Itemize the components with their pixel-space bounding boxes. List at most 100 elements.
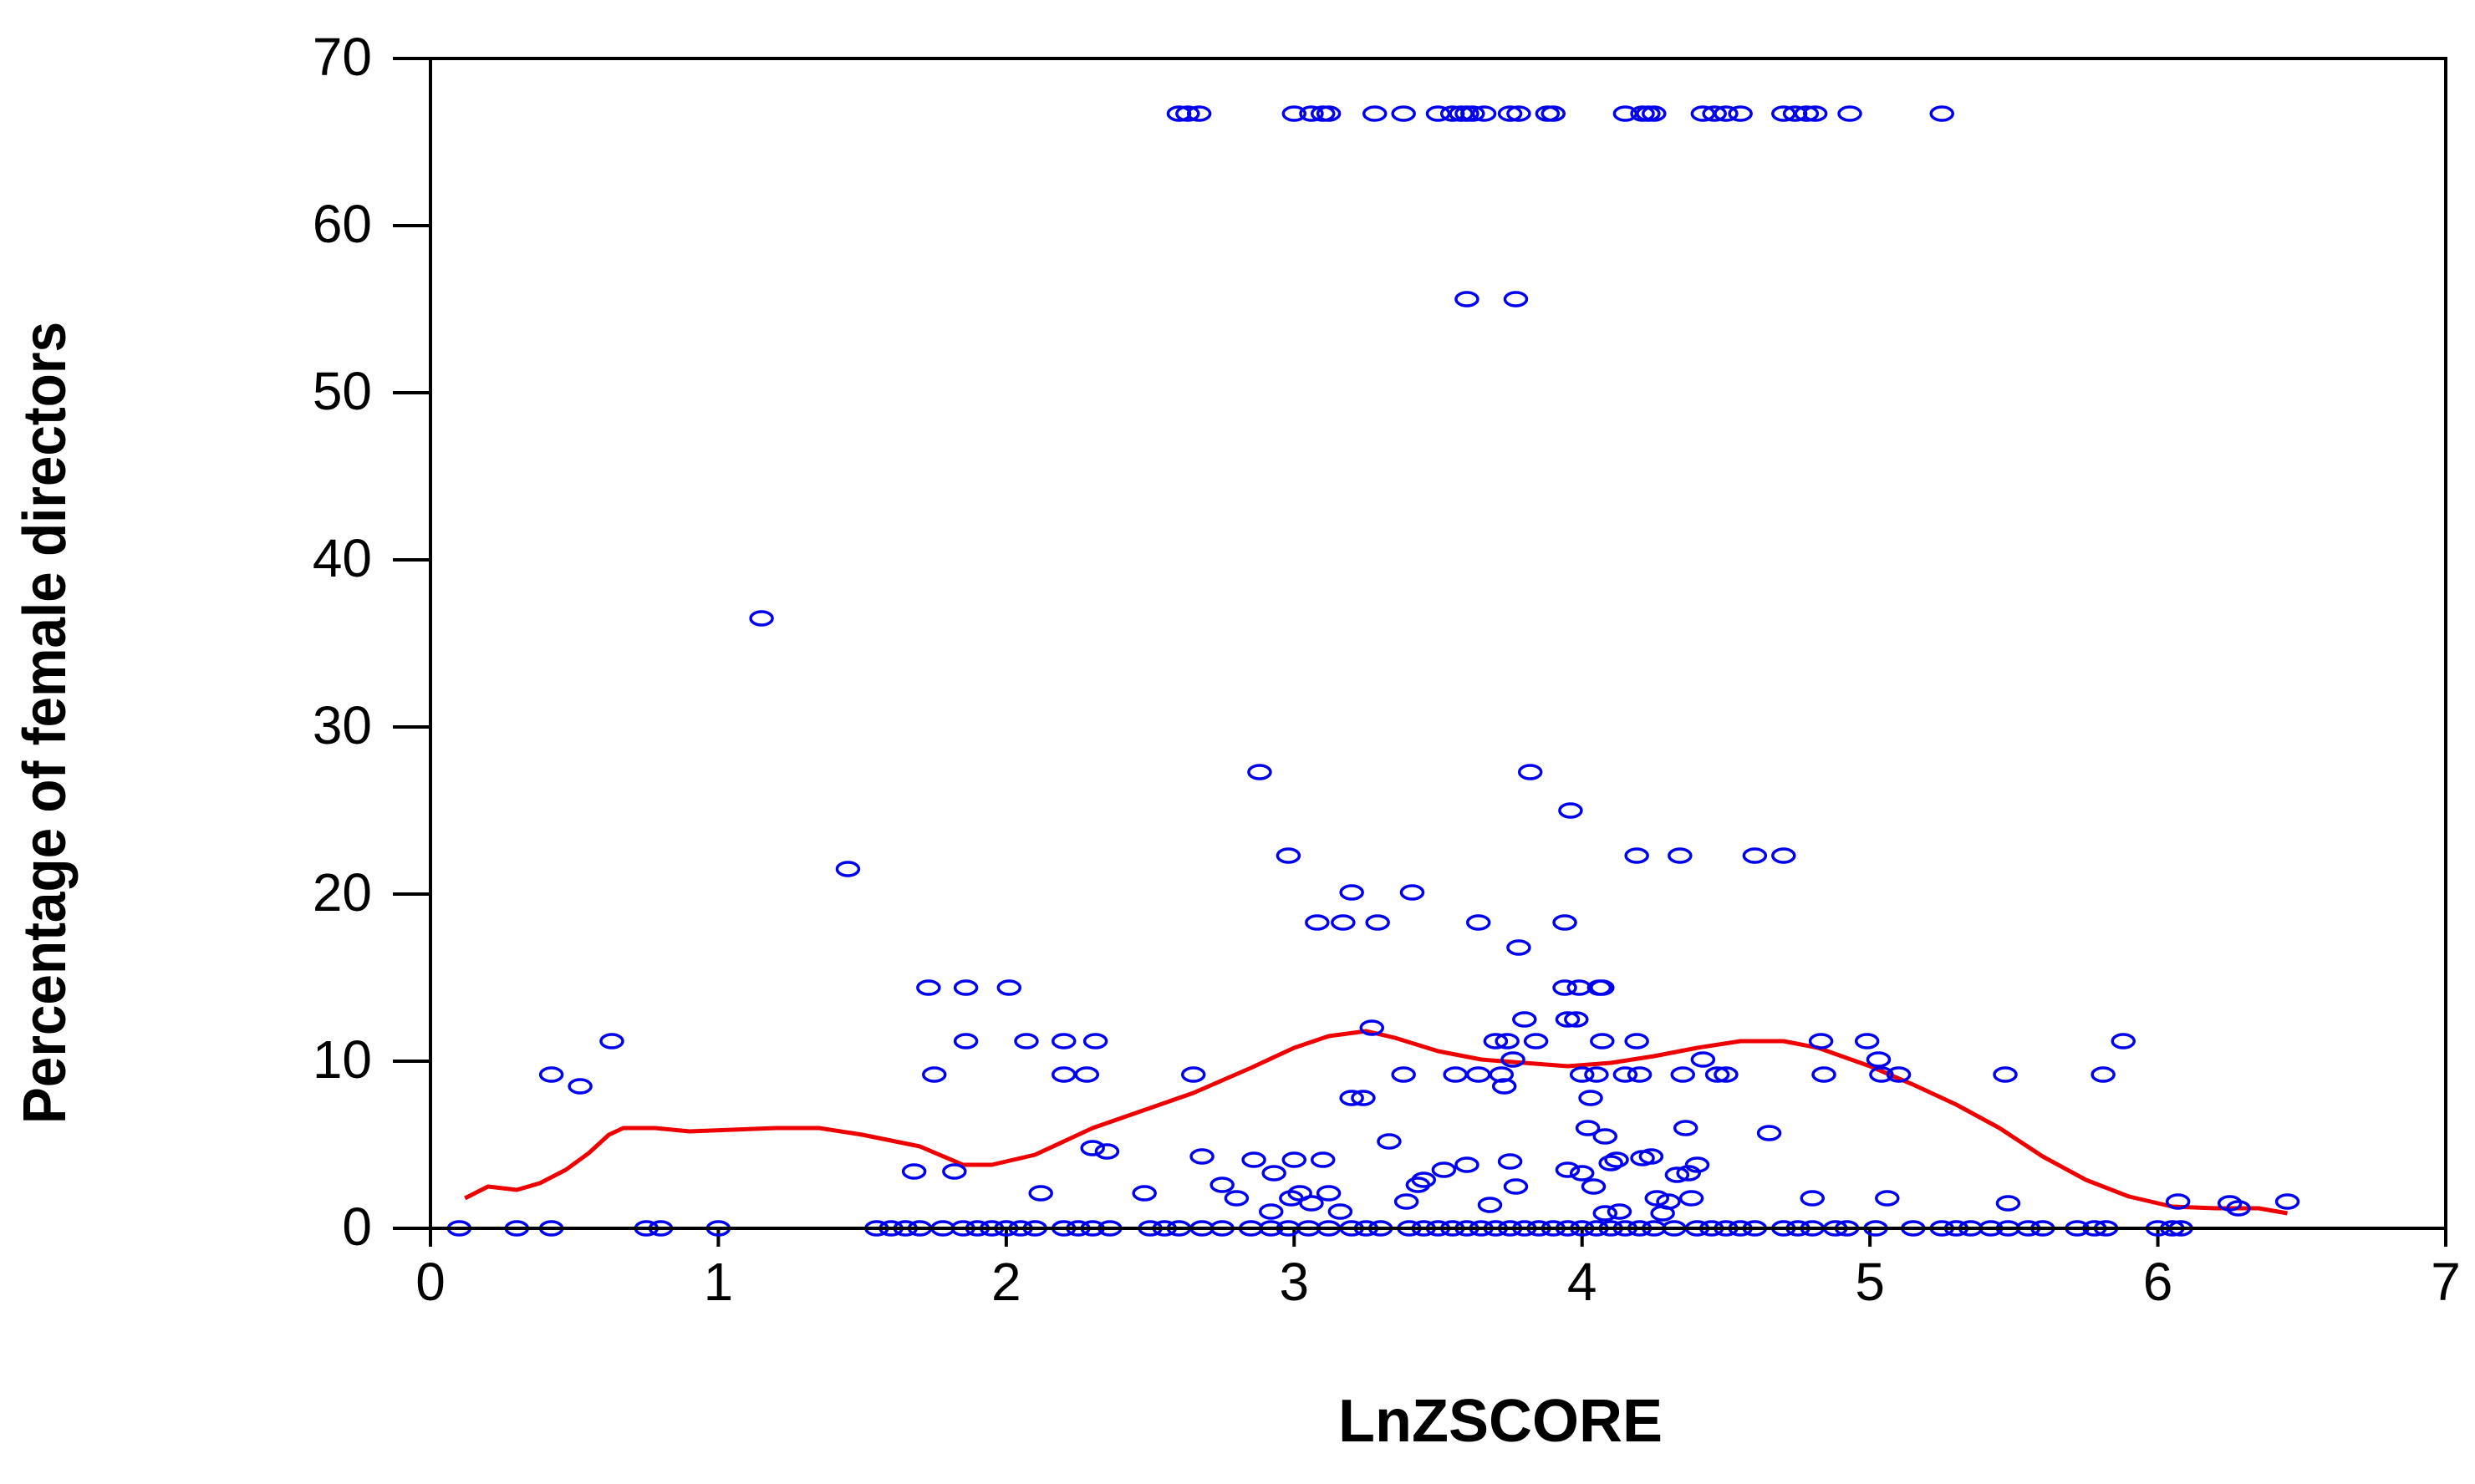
data-point — [1471, 105, 1497, 122]
data-point — [1866, 1051, 1892, 1068]
data-point — [1638, 1148, 1664, 1165]
data-point — [2217, 1195, 2243, 1212]
data-point — [2226, 1200, 2251, 1217]
data-point — [1670, 1066, 1696, 1083]
data-point — [1310, 1151, 1336, 1168]
data-point — [1477, 1197, 1503, 1213]
y-tick-label: 40 — [313, 528, 372, 588]
data-point — [1555, 1161, 1581, 1178]
data-point — [1869, 1066, 1894, 1083]
data-point — [1276, 847, 1301, 864]
data-point — [1993, 1066, 2018, 1083]
y-tick-label: 30 — [313, 695, 372, 755]
data-point — [1584, 1066, 1609, 1083]
data-point — [1454, 291, 1479, 307]
data-point — [1590, 1033, 1615, 1049]
data-point — [1794, 105, 1820, 122]
x-tick-label: 3 — [1279, 1252, 1309, 1312]
data-point — [1642, 105, 1667, 122]
data-point — [1365, 914, 1390, 931]
x-tick-label: 0 — [415, 1252, 446, 1312]
data-point — [1359, 1019, 1385, 1036]
data-point — [1598, 1155, 1623, 1171]
data-point — [1051, 1066, 1077, 1083]
data-point — [1656, 1193, 1681, 1210]
data-point — [1756, 1125, 1782, 1141]
data-point — [1604, 1151, 1629, 1168]
data-point — [1702, 105, 1727, 122]
data-point — [1676, 1165, 1701, 1182]
data-point — [2165, 1193, 2191, 1210]
data-point — [1771, 847, 1796, 864]
data-point — [1082, 1033, 1108, 1049]
y-tick-label: 50 — [313, 361, 372, 421]
data-point — [1094, 1143, 1120, 1160]
data-point — [1497, 1153, 1523, 1170]
data-point — [1503, 291, 1529, 307]
data-point — [1500, 1051, 1525, 1068]
data-point — [1287, 1185, 1312, 1202]
data-point — [1644, 1190, 1670, 1207]
data-point — [1523, 1033, 1549, 1049]
data-point — [1886, 1066, 1912, 1083]
data-point — [1465, 914, 1491, 931]
data-point — [1854, 1033, 1880, 1049]
data-point — [1875, 1190, 1900, 1207]
data-point — [953, 1033, 979, 1049]
data-point — [1180, 1066, 1206, 1083]
data-point — [1362, 105, 1388, 122]
data-point — [1728, 105, 1753, 122]
data-point — [1166, 105, 1192, 122]
data-point — [1558, 802, 1583, 819]
data-point — [1224, 1190, 1250, 1207]
data-point — [1808, 1033, 1834, 1049]
data-point — [1578, 1090, 1603, 1106]
x-axis-title: LnZSCORE — [1338, 1388, 1663, 1455]
y-axis-title: Percentage of female directors — [12, 322, 79, 1124]
data-point — [1566, 979, 1592, 996]
data-point — [1552, 914, 1577, 931]
data-point — [1995, 1195, 2021, 1212]
data-point — [1929, 105, 1954, 122]
data-point — [1339, 1090, 1364, 1106]
data-point — [1664, 1166, 1690, 1183]
x-tick-label: 6 — [2143, 1252, 2173, 1312]
data-point — [1209, 1177, 1235, 1193]
data-point — [2111, 1033, 2136, 1049]
data-point — [1327, 1203, 1353, 1220]
y-tick-label: 0 — [342, 1197, 372, 1257]
data-point — [1503, 1178, 1529, 1195]
data-point — [942, 1163, 967, 1180]
data-point — [1673, 1120, 1698, 1136]
data-point — [922, 1066, 947, 1083]
x-tick-label: 1 — [704, 1252, 734, 1312]
x-tick-label: 2 — [991, 1252, 1021, 1312]
data-point — [1351, 1090, 1376, 1106]
fit-line — [464, 1029, 2289, 1216]
data-point — [1299, 1195, 1324, 1212]
data-point — [1431, 1161, 1457, 1178]
data-point — [1684, 1156, 1710, 1173]
data-point — [1714, 1066, 1739, 1083]
data-point — [1569, 1066, 1595, 1083]
data-point — [1454, 1156, 1479, 1173]
data-point — [1028, 1185, 1053, 1202]
data-point — [1281, 105, 1307, 122]
data-point — [1506, 939, 1531, 956]
data-point — [1491, 1078, 1517, 1095]
data-point — [1668, 847, 1693, 864]
data-point — [1241, 1151, 1266, 1168]
data-point — [1581, 1178, 1607, 1195]
data-point — [1555, 1011, 1581, 1028]
data-point — [1590, 979, 1615, 996]
data-point — [1080, 1140, 1105, 1156]
data-point — [1316, 1185, 1342, 1202]
data-point — [1483, 1033, 1509, 1049]
data-point — [1678, 1190, 1704, 1207]
data-point — [1552, 979, 1577, 996]
data-point — [749, 610, 774, 627]
data-point — [1569, 1165, 1595, 1182]
data-point — [1258, 1203, 1284, 1220]
x-tick-label: 7 — [2431, 1252, 2461, 1312]
y-tick-label: 70 — [313, 27, 372, 87]
